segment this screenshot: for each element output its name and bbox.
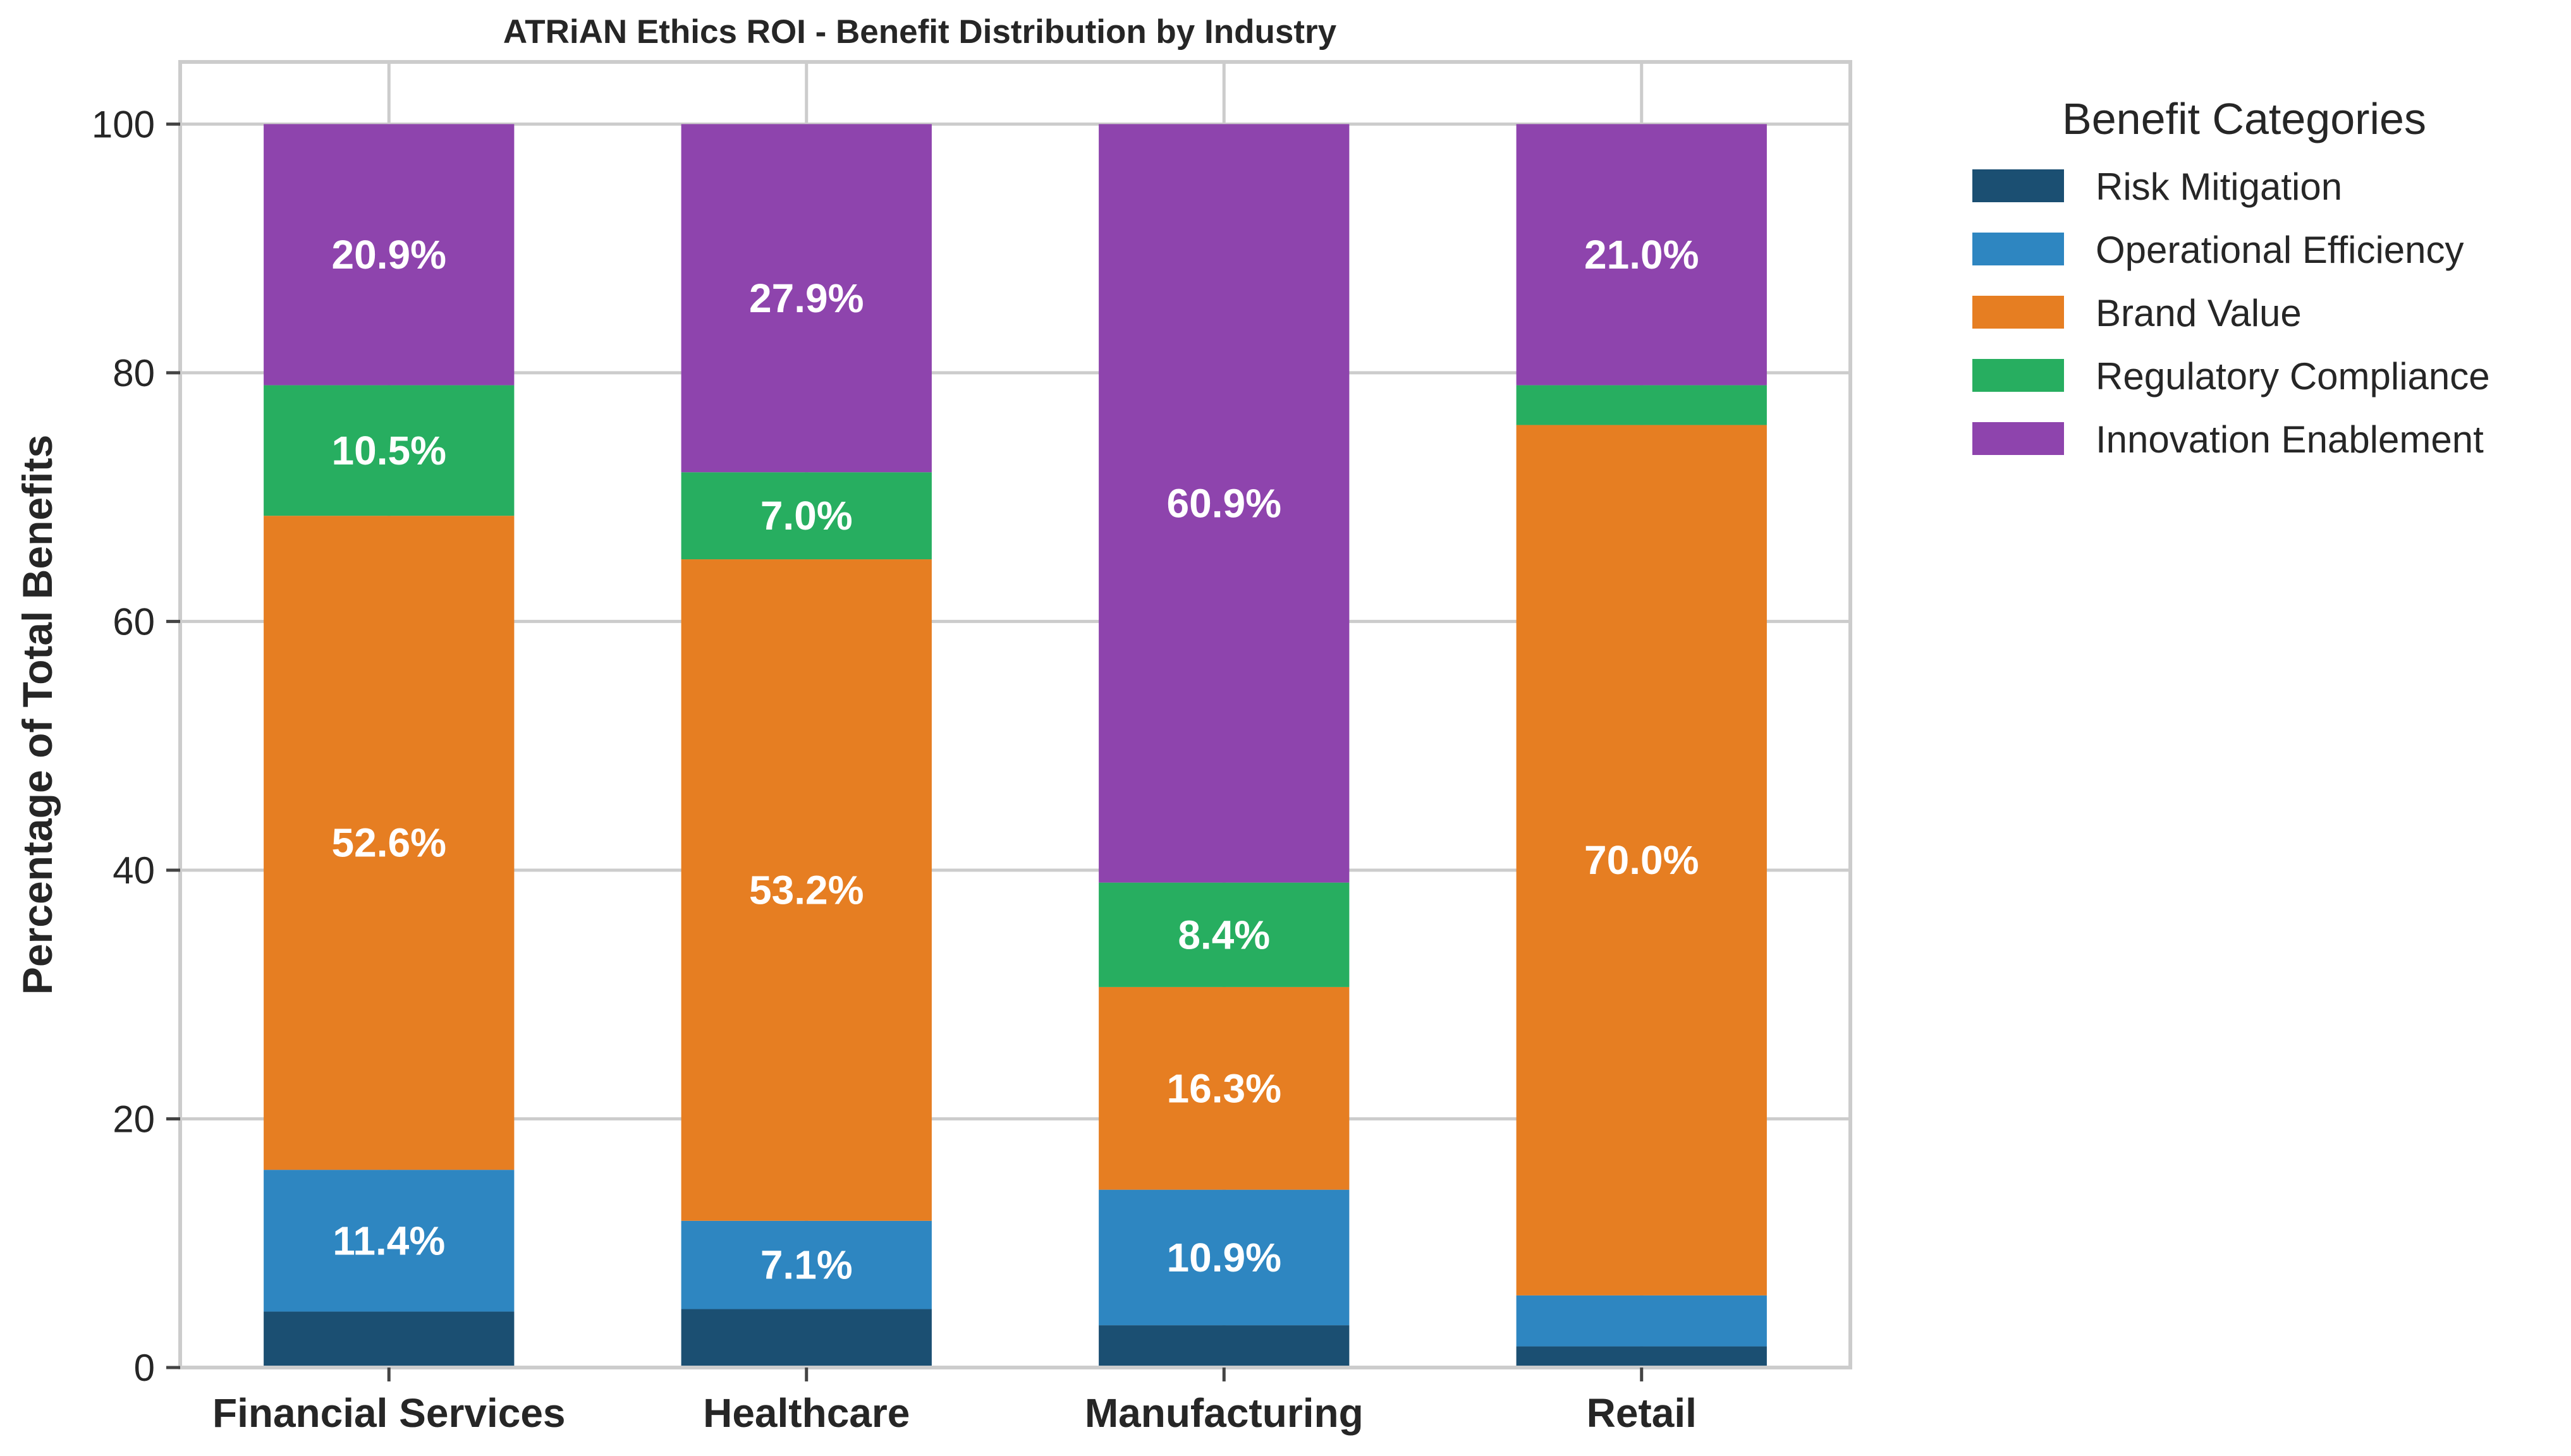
bar-segment <box>264 385 515 516</box>
data-label: 7.1% <box>760 1242 853 1288</box>
bar-segment <box>681 559 932 1221</box>
bar-segment <box>264 1170 515 1312</box>
y-tick-label: 100 <box>92 103 155 145</box>
y-axis-label: Percentage of Total Benefits <box>14 435 61 995</box>
bar-segment <box>1516 1295 1767 1347</box>
bar-segment <box>1516 425 1767 1295</box>
y-tick-label: 0 <box>134 1347 155 1389</box>
x-tick-label: Healthcare <box>703 1390 910 1436</box>
bar-segment <box>1099 986 1350 1190</box>
bar-segment <box>264 124 515 385</box>
legend-label: Risk Mitigation <box>2096 166 2342 208</box>
legend-label: Innovation Enablement <box>2096 418 2484 461</box>
data-label: 52.6% <box>332 820 446 866</box>
data-label: 10.9% <box>1167 1235 1281 1280</box>
legend-swatch <box>1972 296 2064 329</box>
bar-segment <box>1516 1346 1767 1368</box>
data-label: 70.0% <box>1584 837 1699 883</box>
bars <box>264 124 1767 1368</box>
bar-labels: 11.4% 7.1% 10.9% 52.6% 53.2% 16.3% 70.0% 10.5% 7… <box>332 232 1699 1288</box>
data-label: 8.4% <box>1178 912 1270 957</box>
legend-swatch <box>1972 169 2064 202</box>
bar-segment <box>1099 1325 1350 1368</box>
data-label: 16.3% <box>1167 1065 1281 1111</box>
x-tick-label: Financial Services <box>212 1390 566 1436</box>
y-tick-label: 20 <box>113 1098 155 1140</box>
data-label: 60.9% <box>1167 481 1281 526</box>
legend-swatch <box>1972 233 2064 265</box>
legend-label: Operational Efficiency <box>2096 229 2464 271</box>
y-axis: 0 20 40 60 80 100 <box>92 103 180 1389</box>
bar-segment <box>264 1311 515 1368</box>
y-tick-label: 60 <box>113 600 155 643</box>
x-tick-label: Manufacturing <box>1085 1390 1364 1436</box>
bar-segment <box>681 1220 932 1309</box>
legend-swatch <box>1972 422 2064 455</box>
data-label: 53.2% <box>749 867 864 913</box>
bar-segment <box>1516 124 1767 385</box>
bar-segment <box>264 516 515 1170</box>
bar-segment <box>681 124 932 473</box>
data-label: 20.9% <box>332 232 446 277</box>
x-tick-label: Retail <box>1587 1390 1697 1436</box>
chart-title: ATRiAN Ethics ROI - Benefit Distribution… <box>503 13 1337 51</box>
data-label: 21.0% <box>1584 232 1699 277</box>
legend-title: Benefit Categories <box>2062 94 2426 143</box>
bar-segment <box>1099 1189 1350 1326</box>
data-label: 10.5% <box>332 428 446 473</box>
data-label: 7.0% <box>760 493 853 538</box>
bar-segment <box>1099 124 1350 883</box>
plot-frame <box>178 60 1852 1369</box>
legend-label: Regulatory Compliance <box>2096 355 2490 397</box>
bar-segment <box>1516 385 1767 425</box>
data-label: 27.9% <box>749 276 864 321</box>
bar-segment <box>1099 882 1350 987</box>
legend-label: Brand Value <box>2096 292 2302 334</box>
y-tick-label: 40 <box>113 849 155 892</box>
y-tick-label: 80 <box>113 352 155 394</box>
bar-segment <box>681 1309 932 1368</box>
x-axis: Financial Services Healthcare Manufacturin… <box>212 1368 1697 1436</box>
legend-swatch <box>1972 359 2064 392</box>
legend: Benefit Categories Risk Mitigation Operati… <box>1972 94 2490 461</box>
bar-segment <box>681 472 932 560</box>
data-label: 11.4% <box>333 1218 445 1263</box>
